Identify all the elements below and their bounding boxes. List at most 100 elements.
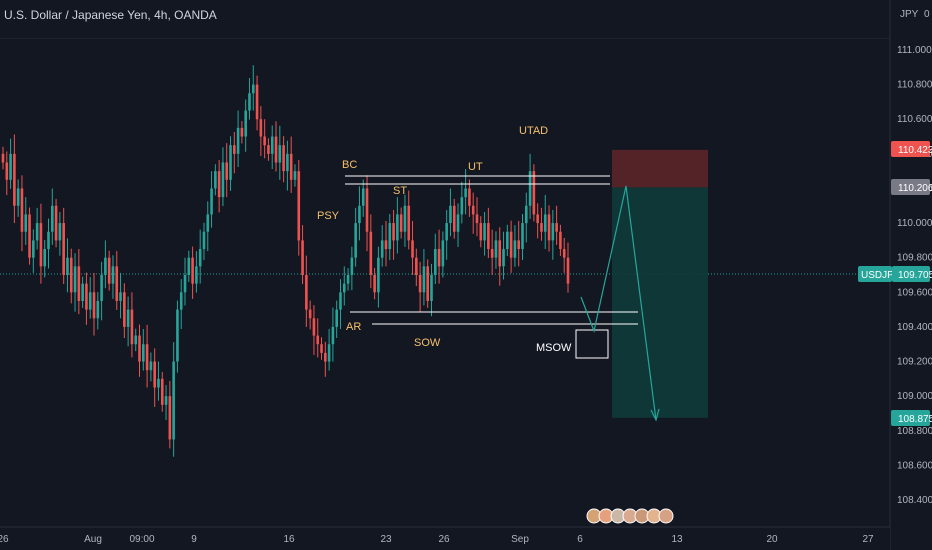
candle	[221, 147, 225, 207]
economic-events[interactable]	[586, 508, 674, 524]
event-icon[interactable]	[658, 508, 674, 524]
candle	[312, 305, 316, 355]
candle	[403, 194, 407, 247]
x-tick-label: 26	[0, 534, 9, 545]
candle	[286, 140, 289, 191]
candle	[494, 231, 498, 269]
msow-box[interactable]	[575, 329, 609, 359]
candle	[456, 203, 460, 247]
anno-msow[interactable]: MSOW	[536, 342, 572, 354]
candle	[316, 318, 320, 358]
candle	[562, 237, 566, 273]
trade-zones	[612, 149, 708, 418]
candle	[20, 175, 24, 252]
candle	[145, 324, 149, 388]
anno-sow[interactable]: SOW	[414, 337, 441, 349]
candle	[214, 164, 217, 196]
svg-text:USDJPY: USDJPY	[861, 270, 901, 281]
candle	[115, 251, 119, 310]
x-tick-label: 6	[577, 534, 583, 545]
y-tick-label: 108.800	[897, 426, 932, 437]
candle	[202, 222, 206, 261]
x-ticks: 26 Aug 09:00 9 16 23 26 Sep 6 13 20 27	[0, 534, 874, 545]
candle	[361, 179, 365, 217]
candle	[251, 65, 255, 111]
candle	[415, 248, 418, 287]
annotations: BC UT UTAD ST PSY AR SOW MSOW	[317, 125, 572, 354]
entry-price-tag[interactable]	[891, 179, 930, 195]
candle	[210, 171, 213, 228]
anno-psy[interactable]: PSY	[317, 210, 340, 222]
candle	[191, 246, 194, 299]
candle	[183, 257, 187, 306]
candle	[506, 224, 509, 256]
candle	[437, 229, 441, 284]
candle	[149, 352, 153, 382]
candle	[73, 253, 77, 312]
stop-loss-zone[interactable]	[612, 149, 708, 188]
take-profit-zone[interactable]	[612, 187, 708, 418]
y-tick-label: 109.800	[897, 253, 932, 264]
x-tick-label: 13	[671, 534, 683, 545]
candle	[559, 224, 562, 256]
candle	[160, 371, 164, 412]
x-tick-label: 9	[191, 534, 197, 545]
x-tick-label: 16	[283, 534, 295, 545]
candle	[354, 207, 357, 267]
candle	[5, 151, 9, 196]
projection-path[interactable]	[580, 185, 657, 421]
candle	[513, 225, 517, 267]
candle	[233, 132, 236, 174]
projection-arrowhead	[650, 408, 660, 422]
price-tags: 110.423 110.206 USDJPY 109.705 108.875	[858, 141, 932, 426]
symbol-tag[interactable]	[858, 266, 892, 282]
candle	[142, 329, 145, 371]
candle	[96, 291, 100, 330]
target-price-tag[interactable]	[891, 410, 930, 426]
candle	[54, 198, 58, 248]
candle	[297, 160, 301, 256]
y-tick-label: 110.600	[897, 114, 932, 125]
candle	[126, 296, 130, 347]
candle	[282, 136, 285, 183]
candle	[433, 233, 437, 284]
candle	[483, 212, 486, 256]
candle	[331, 307, 335, 362]
anno-utad[interactable]: UTAD	[519, 125, 548, 137]
candle	[43, 240, 47, 278]
x-tick-label: Sep	[511, 534, 529, 545]
x-tick-label: 26	[438, 534, 450, 545]
anno-ar[interactable]: AR	[346, 321, 361, 333]
candle	[407, 190, 411, 250]
candle	[346, 268, 350, 291]
candle	[305, 255, 308, 327]
candle	[377, 246, 380, 308]
x-tick-label: 20	[766, 534, 778, 545]
candle	[551, 209, 555, 260]
anno-ut[interactable]: UT	[468, 161, 483, 173]
candle	[255, 75, 259, 131]
last-price-tag[interactable]	[892, 266, 930, 282]
y-tick-label: 109.400	[897, 322, 932, 333]
candle	[134, 328, 138, 352]
candle	[123, 283, 126, 338]
candle	[339, 279, 342, 329]
candle	[388, 214, 392, 261]
anno-st[interactable]: ST	[393, 185, 407, 197]
x-tick-label: 27	[862, 534, 874, 545]
symbol-title[interactable]: U.S. Dollar / Japanese Yen, 4h, OANDA	[4, 8, 217, 22]
anno-bc[interactable]: BC	[342, 159, 357, 171]
axis-corner-value: 0	[924, 9, 930, 20]
candle	[411, 221, 414, 275]
time-axis[interactable]: 26 Aug 09:00 9 16 23 26 Sep 6 13 20 27	[0, 526, 890, 550]
candles-group	[1, 65, 570, 457]
candle	[460, 181, 464, 224]
candle	[138, 324, 141, 377]
candle	[176, 300, 179, 373]
candle	[358, 186, 361, 241]
candle	[278, 125, 282, 180]
candle	[471, 192, 475, 234]
stop-price-tag[interactable]	[891, 141, 930, 157]
